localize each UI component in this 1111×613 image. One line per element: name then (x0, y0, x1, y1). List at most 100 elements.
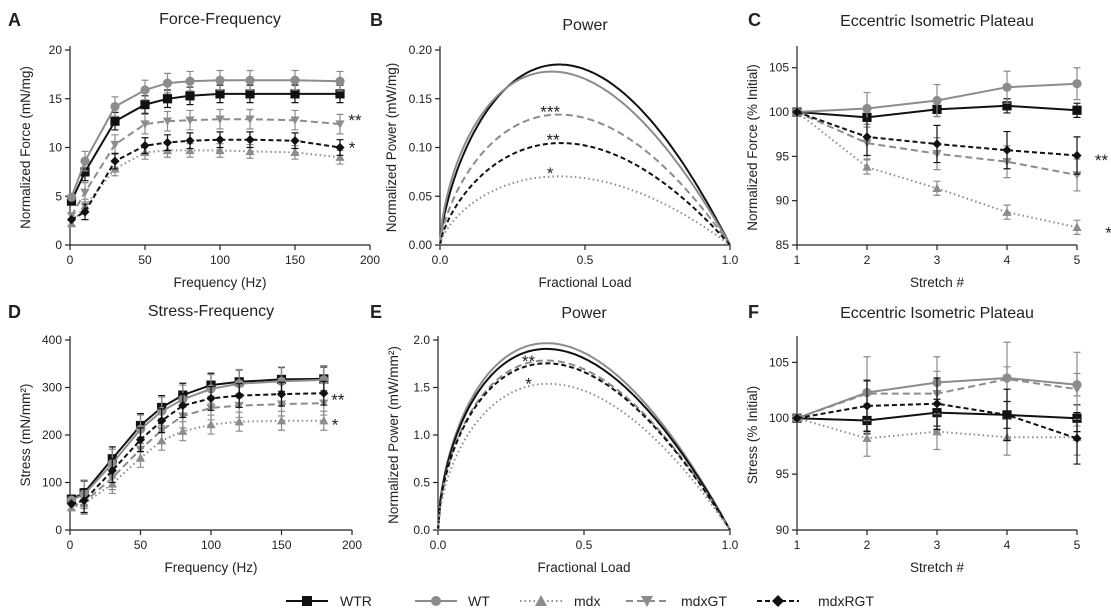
data-point-f-mdxrgt (862, 401, 872, 411)
series-c-wt (792, 67, 1082, 126)
data-point-c-wt (1072, 79, 1082, 89)
data-point-d-mdx (178, 426, 188, 435)
data-point-a-mdxrgt (110, 156, 120, 166)
data-point-c-mdx (932, 183, 942, 192)
y-axis-label-b: Normalized Power (mW/mg) (384, 63, 399, 233)
series-line-d-wt (70, 378, 324, 502)
x-tick-label-b: 1.0 (722, 253, 739, 267)
series-line-a-wt (70, 79, 341, 198)
data-point-a-mdxgt (80, 188, 90, 197)
data-point-d-mdxrgt (79, 495, 89, 506)
x-tick-label-d: 200 (342, 538, 362, 552)
y-tick-label-c: 95 (776, 149, 790, 163)
data-point-a-wt (140, 85, 150, 95)
panel-title-f: Eccentric Isometric Plateau (840, 305, 1034, 322)
y-tick-label-b: 0.05 (409, 189, 433, 203)
series-line-f-mdxrgt (796, 402, 1078, 440)
series-a-wtr (66, 84, 345, 206)
x-tick-label-f: 2 (864, 538, 871, 552)
data-point-d-mdxrgt (178, 400, 188, 411)
x-tick-label-d: 50 (134, 538, 148, 552)
panel-letter-e: E (370, 302, 382, 322)
series-e-mdx (437, 382, 731, 531)
x-tick-label-e: 0.5 (576, 538, 593, 552)
series-line-a-mdxrgt (70, 138, 341, 221)
legend-label-mdx: mdx (574, 593, 600, 609)
y-tick-label-e: 0.0 (413, 523, 430, 537)
data-point-a-mdxrgt (335, 142, 345, 153)
x-axis-label-d: Frequency (Hz) (164, 560, 257, 575)
data-point-a-wt (215, 75, 225, 85)
data-point-a-mdxgt (185, 116, 195, 125)
data-point-d-mdxrgt (107, 466, 117, 476)
significance-marker-e: * (525, 375, 532, 394)
data-point-a-mdxrgt (80, 207, 90, 217)
data-point-c-wtr (1002, 101, 1012, 111)
data-point-a-wtr (335, 89, 345, 99)
data-point-a-mdxrgt (290, 136, 300, 146)
data-point-c-wt (932, 95, 942, 106)
panel-letter-f: F (748, 302, 759, 322)
data-point-f-mdxrgt (932, 399, 942, 409)
series-e-wtr (437, 347, 731, 531)
y-tick-label-e: 1.0 (413, 428, 430, 442)
x-tick-label-c: 3 (934, 253, 941, 267)
panel-title-d: Stress-Frequency (148, 303, 274, 320)
x-axis-label-e: Fractional Load (537, 560, 630, 575)
data-point-c-mdx (1072, 222, 1082, 231)
data-point-a-wt (162, 78, 173, 88)
series-line-b-wtr (439, 63, 731, 246)
panel-title-e: Power (561, 305, 607, 322)
data-point-c-mdxrgt (932, 139, 942, 149)
data-point-a-wtr (245, 89, 255, 99)
x-tick-label-b: 0.0 (432, 253, 449, 267)
panel-d: D Stress-Frequency 0 50 100 150 200 0 100 200 300 4… (8, 302, 362, 575)
x-tick-label-a: 50 (138, 253, 152, 267)
y-axis-label-f: Stress (% Initial) (745, 386, 760, 484)
data-point-d-mdxrgt (135, 435, 146, 445)
data-point-a-mdxgt (335, 120, 345, 129)
data-point-c-mdxrgt (862, 132, 872, 142)
x-tick-label-a: 200 (360, 253, 380, 267)
series-b-wt (439, 70, 731, 246)
data-point-d-mdx (234, 417, 244, 426)
series-line-d-mdxgt (71, 402, 324, 508)
legend-entry-mdx: mdx (520, 593, 600, 609)
y-tick-label-c: 105 (769, 61, 789, 75)
data-point-d-mdx (319, 416, 329, 425)
series-line-b-wt (439, 70, 731, 246)
x-tick-label-a: 100 (210, 253, 230, 267)
legend: WTR WT mdx mdxGT mdxRGT (286, 593, 874, 609)
panel-letter-c: C (748, 10, 761, 30)
x-axis-label-b: Fractional Load (538, 275, 631, 290)
y-axis-label-d: Stress (mN/mm²) (18, 384, 33, 487)
series-line-d-wtr (70, 377, 324, 500)
y-tick-label-f: 90 (776, 523, 790, 537)
panel-title-a: Force-Frequency (159, 11, 281, 28)
significance-marker-b: *** (540, 102, 560, 121)
legend-label-mdxgt: mdxGT (681, 593, 727, 609)
y-tick-label-c: 85 (776, 238, 790, 252)
legend-label-wt: WT (468, 593, 490, 609)
series-c-mdxrgt (792, 107, 1082, 175)
y-tick-label-b: 0.15 (409, 92, 433, 106)
legend-label-mdxrgt: mdxRGT (818, 593, 874, 609)
y-tick-label-d: 100 (42, 476, 62, 490)
legend-entry-mdxgt: mdxGT (626, 593, 727, 609)
data-point-a-wtr (215, 89, 225, 99)
data-point-a-mdxrgt (162, 138, 173, 148)
series-line-b-mdxgt (439, 113, 731, 246)
data-point-a-wtr (290, 89, 300, 99)
y-tick-label-b: 0.20 (409, 43, 433, 57)
data-point-c-wt (862, 103, 872, 114)
data-point-f-mdx (862, 433, 872, 443)
y-tick-label-d: 0 (55, 523, 62, 537)
panel-b: B Power 0.0 0.5 1.0 0.00 0.05 0.10 0.15 0.20 Fract… (370, 10, 739, 290)
x-axis-label-c: Stretch # (910, 275, 965, 290)
data-point-a-mdx (335, 152, 345, 161)
series-d-mdxrgt (66, 380, 329, 514)
data-point-a-wtr (80, 167, 90, 177)
series-a-mdxrgt (66, 131, 345, 225)
data-point-c-wt (1002, 82, 1012, 92)
